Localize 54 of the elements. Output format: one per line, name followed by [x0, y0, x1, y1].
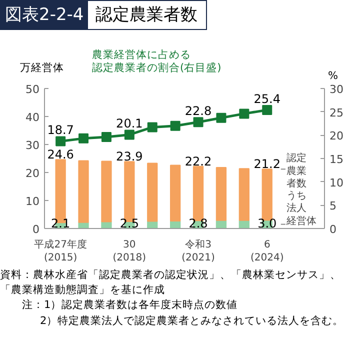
y2-tick-label: 25	[330, 106, 344, 120]
point	[78, 133, 89, 144]
data-label: 25.4	[254, 92, 280, 106]
data-label: 20.1	[116, 116, 143, 131]
y-tick-label: 20	[26, 167, 40, 180]
total-label: 21.2	[254, 157, 280, 172]
y2-tick-label: 10	[330, 176, 344, 190]
bar	[238, 168, 250, 221]
chart-title: 図表2-2-4 認定農業者数	[1, 1, 206, 30]
point	[216, 112, 226, 123]
y-axis-title: 万経営体	[20, 61, 64, 76]
data-label: 2.8	[188, 216, 208, 230]
point	[262, 104, 272, 115]
y-tick-label: 50	[26, 83, 40, 96]
bar	[78, 160, 89, 223]
x-tick-label: 30 (2018)	[112, 240, 146, 264]
text: 資料：農林水産省「認定農業者の認定状況」、「農林業センサス」、「農業構造動態調査」を基に作成	[0, 268, 342, 298]
bar	[216, 166, 227, 221]
bar	[101, 160, 112, 222]
y2-tick-label: 20	[330, 130, 344, 143]
y-tick-label: 40	[26, 111, 40, 124]
data-label: 3.0	[258, 216, 277, 230]
point	[56, 136, 66, 146]
point	[101, 132, 112, 142]
data-label: 2.1	[51, 216, 70, 230]
bar	[170, 164, 181, 222]
y-tick-label: 0	[32, 223, 40, 236]
y-tick-label: 30	[26, 139, 40, 152]
point	[147, 122, 158, 132]
total-label: 23.9	[116, 150, 143, 164]
y2-tick-label: 5	[330, 200, 336, 213]
series-label: うち法人経営体	[286, 190, 317, 227]
data-label: 18.7	[47, 123, 74, 138]
point	[239, 108, 250, 119]
y2-axis-title: %	[328, 69, 338, 84]
text: 注：1）認定農業者数は各年度末時点の数値	[21, 298, 239, 314]
y2-tick-label: 30	[330, 83, 344, 96]
point	[193, 117, 204, 128]
data-label: 2.5	[120, 216, 139, 230]
point	[170, 120, 180, 131]
x-tick-label: 6 (2024)	[250, 240, 284, 264]
text: 農業経営体に占める認定農業者の割合(右目盛)	[92, 48, 222, 76]
y2-tick-label: 15	[330, 153, 344, 166]
x-tick-label: 令和3 (2021)	[182, 238, 215, 264]
total-label: 22.2	[184, 154, 212, 168]
bar	[147, 162, 158, 222]
text: 2）特定農業法人で認定農業者とみなされている法人を含む。	[39, 314, 345, 329]
series-label: 認定農業者数	[286, 152, 307, 190]
data-label: 22.8	[184, 104, 212, 118]
total-label: 24.6	[47, 148, 74, 162]
y2-tick-label: 0	[330, 223, 336, 236]
y-tick-label: 10	[26, 195, 40, 208]
x-tick-label: 平成27年度 (2015)	[34, 238, 87, 264]
point	[124, 130, 134, 140]
